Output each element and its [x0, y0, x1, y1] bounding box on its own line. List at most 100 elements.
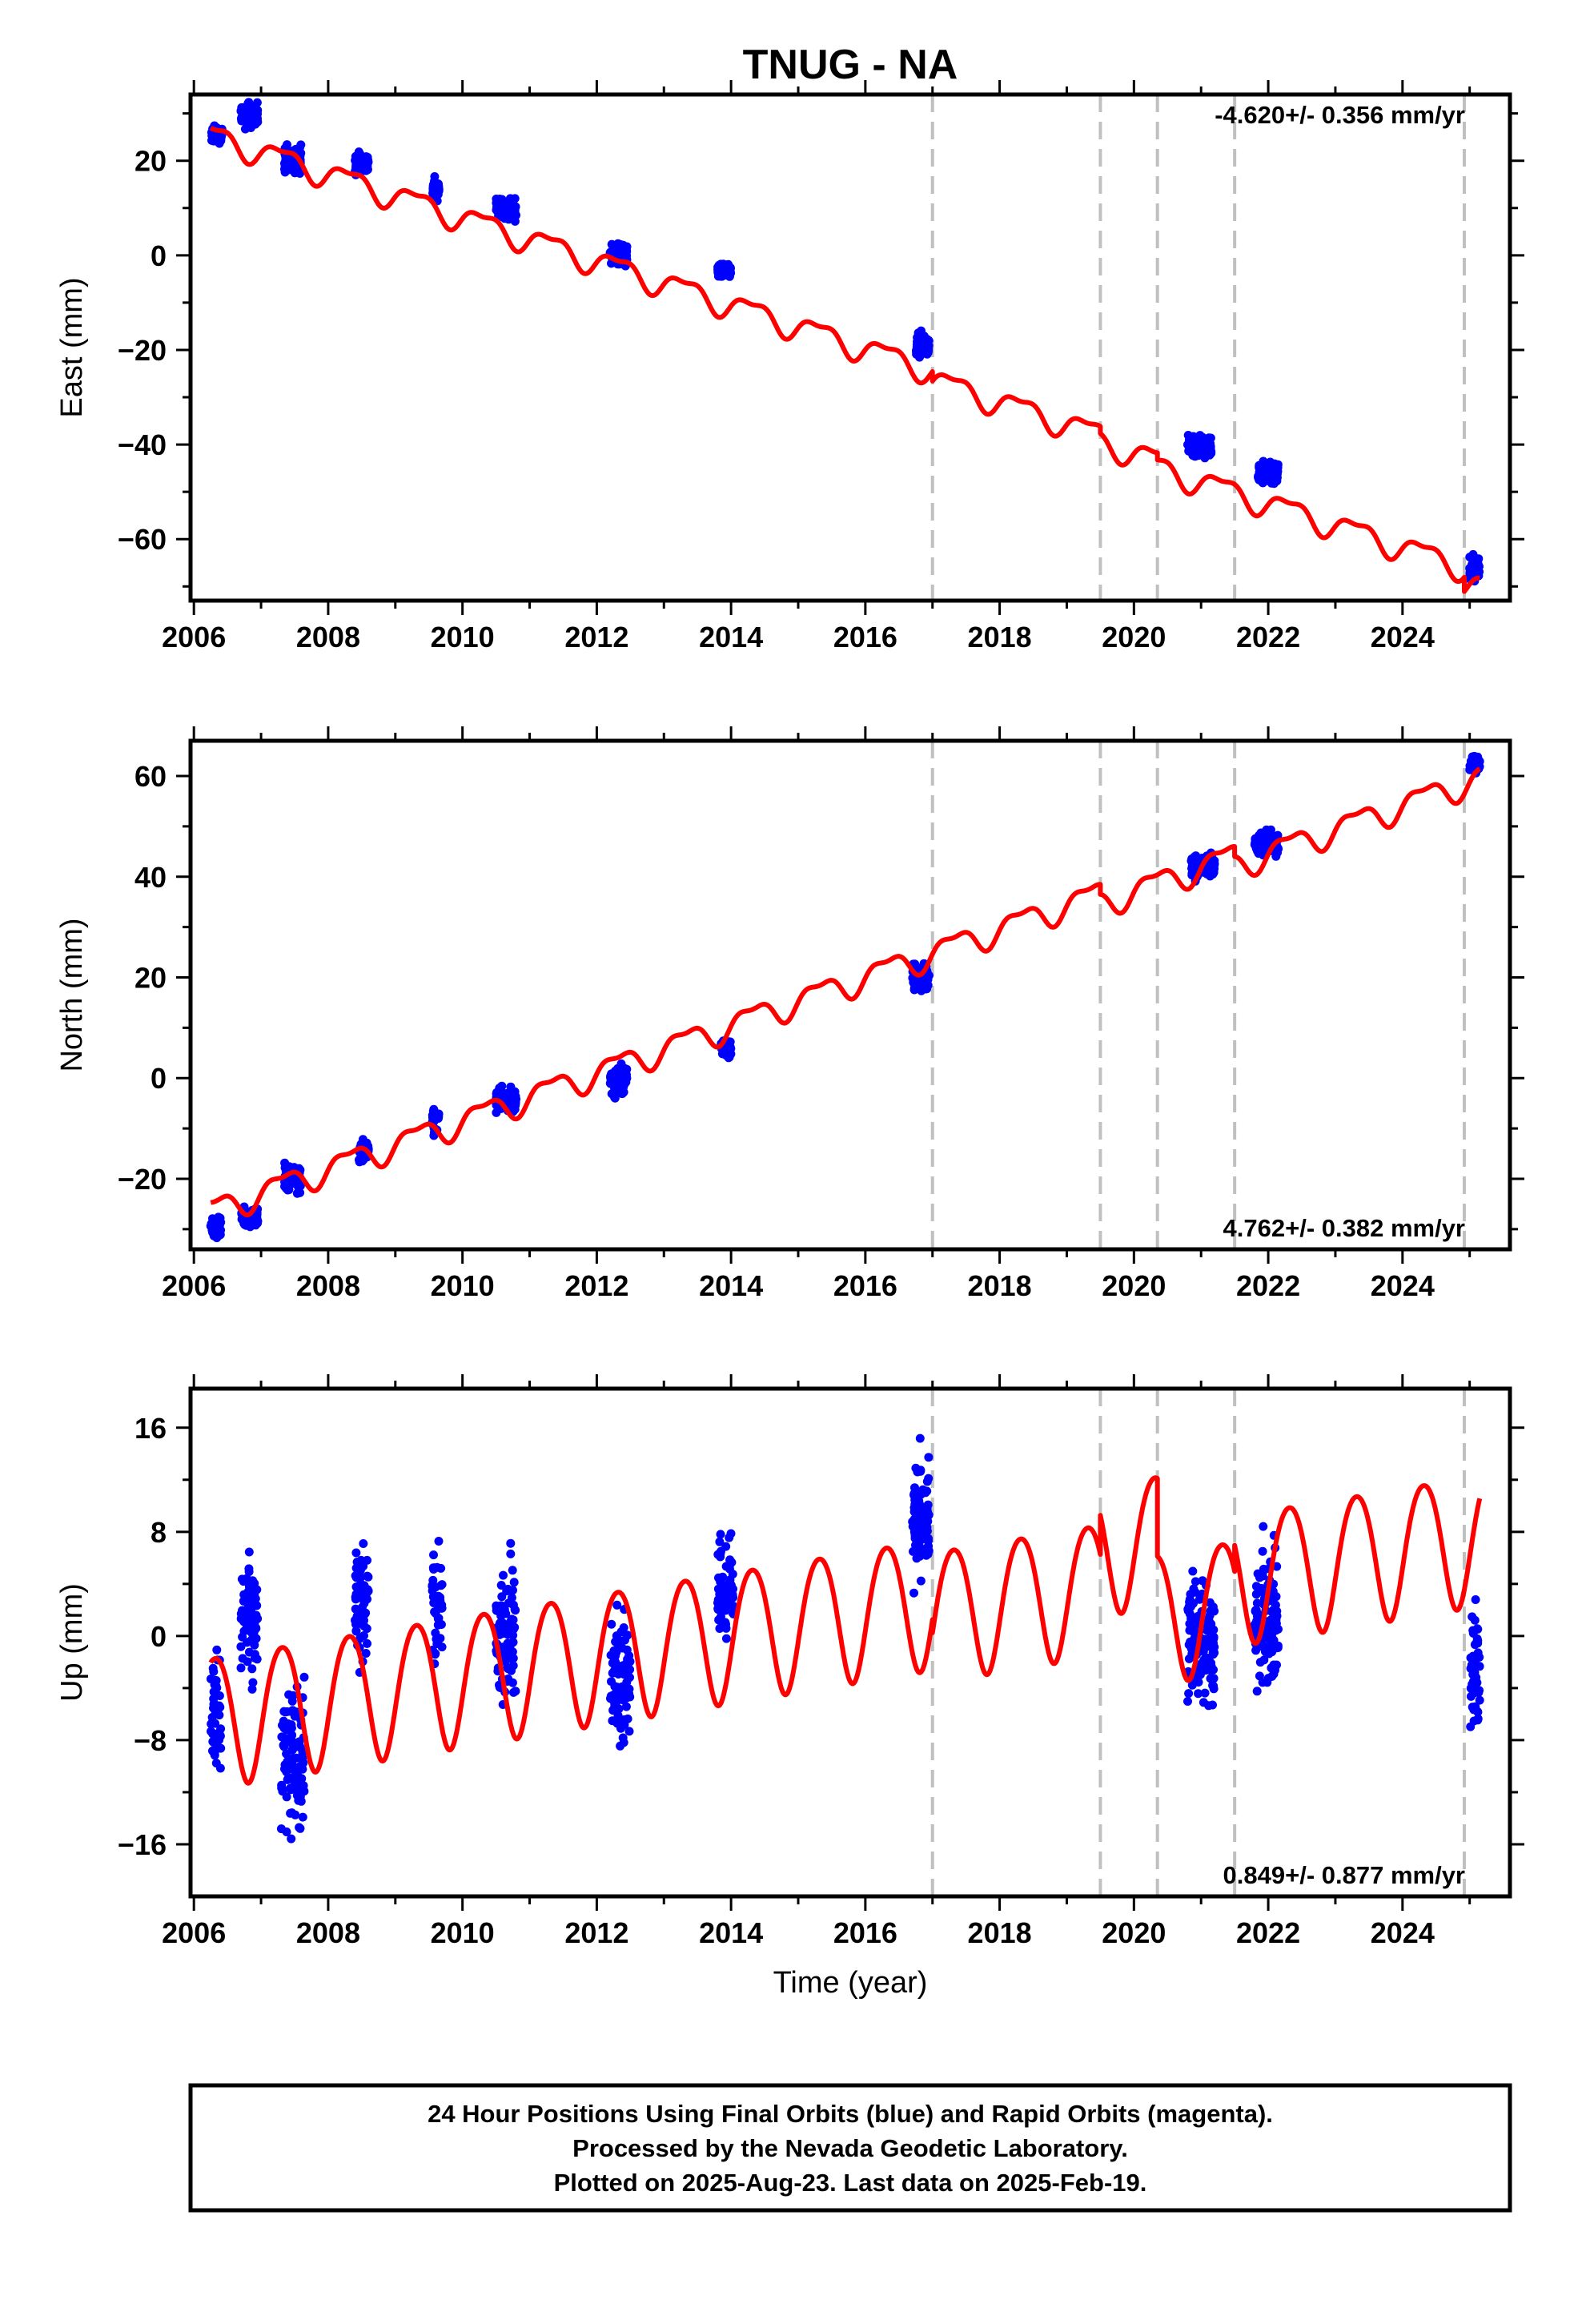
data-point	[359, 1539, 368, 1548]
data-point	[916, 1576, 926, 1586]
data-point	[1475, 1662, 1484, 1671]
north-panel: 2006 2008 2010 2012 2014 2016 2018 2020 2022 2024…	[55, 726, 1524, 1302]
data-point	[1202, 1658, 1211, 1667]
data-point	[1252, 1598, 1262, 1608]
data-point	[1184, 1605, 1194, 1614]
data-point	[915, 1551, 925, 1561]
data-point	[614, 247, 624, 255]
data-point	[362, 1624, 371, 1634]
data-point	[436, 1563, 446, 1573]
data-point	[719, 1582, 729, 1592]
y-tick-label: −60	[118, 523, 167, 556]
data-point	[616, 239, 624, 249]
data-point	[1251, 1582, 1261, 1591]
data-point	[1209, 1625, 1219, 1634]
data-point	[215, 1731, 225, 1740]
data-point	[298, 1754, 307, 1763]
data-point	[295, 1762, 303, 1771]
data-point	[917, 1530, 926, 1540]
plot-area	[207, 94, 1484, 601]
x-tick-label: 2012	[564, 621, 628, 653]
data-point	[619, 1088, 628, 1097]
data-point	[282, 1749, 291, 1759]
data-point	[236, 1663, 246, 1673]
data-point	[909, 1588, 918, 1598]
data-point	[609, 1079, 619, 1088]
data-point	[511, 1606, 520, 1615]
data-point	[212, 1683, 222, 1693]
data-point	[508, 1625, 518, 1634]
data-point	[210, 1739, 219, 1748]
plot-frame	[188, 92, 1512, 603]
data-point	[1258, 1546, 1267, 1556]
data-point	[914, 1513, 924, 1522]
data-point	[720, 1049, 729, 1059]
y-tick-label: 40	[135, 861, 167, 894]
data-point	[504, 203, 513, 213]
data-point	[1198, 1576, 1207, 1586]
data-point	[432, 1113, 442, 1123]
data-point	[1472, 564, 1482, 573]
data-point	[1258, 1571, 1267, 1581]
x-axis-label: Time (year)	[773, 1966, 928, 2000]
data-point	[298, 1812, 307, 1822]
y-tick-label: 0	[151, 1062, 167, 1095]
data-point	[729, 1602, 738, 1610]
data-point	[620, 1635, 629, 1645]
data-point	[236, 1642, 246, 1651]
data-point	[429, 1550, 438, 1560]
data-point	[1208, 1648, 1218, 1658]
data-point	[243, 110, 253, 119]
data-point	[713, 1604, 723, 1614]
data-point	[915, 981, 925, 991]
data-point	[290, 1739, 299, 1748]
data-point	[909, 1489, 919, 1498]
data-point	[362, 1588, 371, 1598]
data-point	[508, 1661, 518, 1671]
data-point	[429, 1104, 439, 1114]
x-tick-label: 2014	[699, 1916, 763, 1949]
data-point	[503, 1638, 512, 1648]
data-point	[713, 265, 723, 275]
data-point	[725, 1555, 735, 1565]
caption-line-2: Processed by the Nevada Geodetic Laborat…	[572, 2134, 1128, 2162]
data-point	[1251, 1623, 1260, 1633]
data-point	[247, 1664, 257, 1674]
y-tick-label: 0	[151, 239, 167, 272]
data-point	[915, 1433, 925, 1443]
data-point	[1469, 1716, 1479, 1726]
data-point	[351, 1604, 360, 1614]
data-point	[616, 1741, 625, 1751]
data-point	[728, 1570, 737, 1579]
plot-area	[206, 741, 1484, 1249]
x-tick-label: 2014	[699, 621, 763, 653]
data-point	[1191, 1577, 1200, 1586]
data-point	[1469, 756, 1479, 766]
data-point	[918, 1485, 928, 1494]
data-point	[242, 1621, 251, 1630]
data-point	[607, 1619, 616, 1629]
x-tick-label: 2008	[296, 1269, 360, 1302]
data-point	[1251, 834, 1260, 844]
y-tick-label: −20	[118, 334, 167, 367]
y-axis-label: North (mm)	[55, 918, 89, 1072]
data-point	[1265, 459, 1275, 468]
data-point	[912, 348, 921, 357]
data-point	[1205, 1598, 1215, 1607]
up-panel: 2006 2008 2010 2012 2014 2016 2018 2020 2022 2024…	[55, 1374, 1524, 1949]
data-point	[1475, 1652, 1484, 1662]
data-point	[494, 208, 504, 218]
data-point	[278, 1787, 287, 1796]
data-point	[610, 1682, 620, 1691]
data-point	[1199, 1647, 1208, 1656]
data-point	[1209, 1684, 1219, 1694]
data-point	[1206, 1674, 1215, 1683]
y-tick-label: −40	[118, 428, 167, 461]
data-point	[238, 1654, 247, 1663]
x-tick-label: 2016	[833, 1916, 897, 1949]
x-tick-label: 2012	[564, 1269, 628, 1302]
data-point	[611, 1637, 620, 1647]
y-tick-label: 20	[135, 145, 167, 178]
data-point	[1183, 431, 1193, 440]
data-point	[1187, 854, 1197, 863]
